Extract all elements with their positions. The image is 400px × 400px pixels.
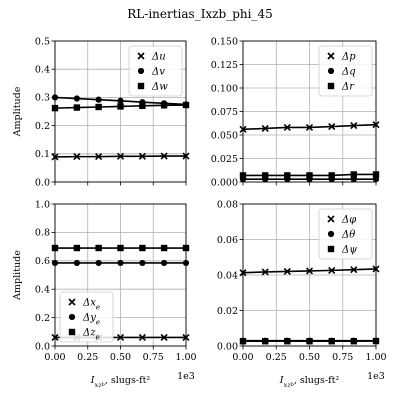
legend-marker bbox=[138, 68, 144, 74]
legend-marker bbox=[328, 83, 334, 89]
y-tick-label: 0.025 bbox=[211, 154, 238, 165]
x-tick-label: 0.00 bbox=[44, 352, 65, 363]
data-point bbox=[139, 260, 145, 266]
legend-label: Δφ bbox=[341, 215, 356, 226]
y-tick-label: 0.08 bbox=[217, 199, 238, 210]
data-point bbox=[161, 260, 167, 266]
x-tick-label: 1.00 bbox=[175, 352, 196, 363]
data-point bbox=[351, 171, 357, 177]
legend: Δu Δv Δw bbox=[129, 46, 182, 96]
y-tick-label: 0.000 bbox=[211, 177, 238, 188]
data-point bbox=[284, 338, 290, 344]
legend-label: Δw bbox=[151, 82, 168, 93]
legend-marker bbox=[69, 329, 75, 335]
y-tick-label: 0.06 bbox=[217, 235, 238, 246]
data-point bbox=[139, 103, 145, 109]
y-tick-label: 0.100 bbox=[211, 83, 238, 94]
legend: Δφ Δθ Δψ bbox=[319, 209, 372, 259]
legend-label: Δv bbox=[151, 67, 165, 78]
y-tick-label: 0.2 bbox=[35, 121, 50, 132]
legend-label: Δu bbox=[151, 52, 166, 63]
y-tick-label: 0.4 bbox=[35, 285, 50, 296]
y-tick-label: 0.4 bbox=[35, 65, 50, 76]
y-tick-label: 0.125 bbox=[211, 60, 238, 71]
y-tick-label: 0.050 bbox=[211, 130, 238, 141]
data-point bbox=[329, 172, 335, 178]
data-point bbox=[74, 245, 80, 251]
x-tick-label: 0.50 bbox=[299, 352, 320, 363]
y-axis-label: Amplitude bbox=[12, 250, 23, 301]
data-point bbox=[96, 260, 102, 266]
y-tick-label: 0.6 bbox=[35, 256, 50, 267]
legend: ΔxeΔyeΔze bbox=[60, 292, 113, 342]
data-point bbox=[284, 172, 290, 178]
y-tick-label: 0.075 bbox=[211, 107, 238, 118]
y-tick-label: 0.8 bbox=[35, 228, 50, 239]
y-tick-label: 0.04 bbox=[217, 270, 238, 281]
data-point bbox=[351, 338, 357, 344]
data-point bbox=[117, 245, 123, 251]
data-point bbox=[262, 338, 268, 344]
data-point bbox=[117, 98, 123, 104]
x-axis-exponent: 1e3 bbox=[367, 371, 385, 382]
x-tick-label: 0.75 bbox=[332, 352, 353, 363]
y-tick-label: 0.0 bbox=[35, 341, 50, 352]
legend-marker bbox=[69, 314, 75, 320]
data-point bbox=[74, 260, 80, 266]
y-tick-label: 0.150 bbox=[211, 36, 238, 47]
x-tick-label: 0.25 bbox=[266, 352, 287, 363]
x-axis-exponent: 1e3 bbox=[177, 371, 195, 382]
x-tick-label: 0.50 bbox=[110, 352, 131, 363]
legend: Δp Δq Δr bbox=[319, 46, 372, 96]
data-point bbox=[161, 245, 167, 251]
data-point bbox=[306, 172, 312, 178]
data-point bbox=[117, 103, 123, 109]
data-point bbox=[95, 104, 101, 110]
y-tick-label: 0.2 bbox=[35, 313, 50, 324]
y-tick-label: 0.0 bbox=[35, 177, 50, 188]
data-point bbox=[329, 338, 335, 344]
legend-marker bbox=[328, 246, 334, 252]
legend-label: Δr bbox=[341, 82, 355, 93]
data-point bbox=[74, 95, 80, 101]
y-tick-label: 0.3 bbox=[35, 93, 50, 104]
data-point bbox=[95, 245, 101, 251]
y-axis-label: Amplitude bbox=[12, 86, 23, 137]
figure-title: RL-inertias_Ixzb_phi_45 bbox=[127, 7, 272, 21]
y-tick-label: 0.00 bbox=[217, 341, 238, 352]
y-tick-label: 1.0 bbox=[35, 199, 50, 210]
x-tick-label: 0.25 bbox=[77, 352, 98, 363]
data-point bbox=[96, 97, 102, 103]
y-tick-label: 0.1 bbox=[35, 149, 50, 160]
data-point bbox=[161, 102, 167, 108]
x-tick-label: 0.75 bbox=[143, 352, 164, 363]
data-point bbox=[262, 172, 268, 178]
x-tick-label: 1.00 bbox=[365, 352, 386, 363]
data-point bbox=[139, 245, 145, 251]
data-point bbox=[306, 338, 312, 344]
legend-marker bbox=[328, 231, 334, 237]
legend-marker bbox=[328, 68, 334, 74]
legend-label: Δψ bbox=[341, 245, 357, 256]
legend-label: Δq bbox=[341, 67, 356, 78]
data-point bbox=[74, 104, 80, 110]
legend-marker bbox=[138, 83, 144, 89]
x-tick-label: 0.00 bbox=[232, 352, 253, 363]
legend-label: Δp bbox=[341, 52, 356, 63]
data-point bbox=[117, 260, 123, 266]
legend-label: Δθ bbox=[341, 230, 355, 241]
y-tick-label: 0.02 bbox=[217, 306, 238, 317]
y-tick-label: 0.5 bbox=[35, 36, 50, 47]
